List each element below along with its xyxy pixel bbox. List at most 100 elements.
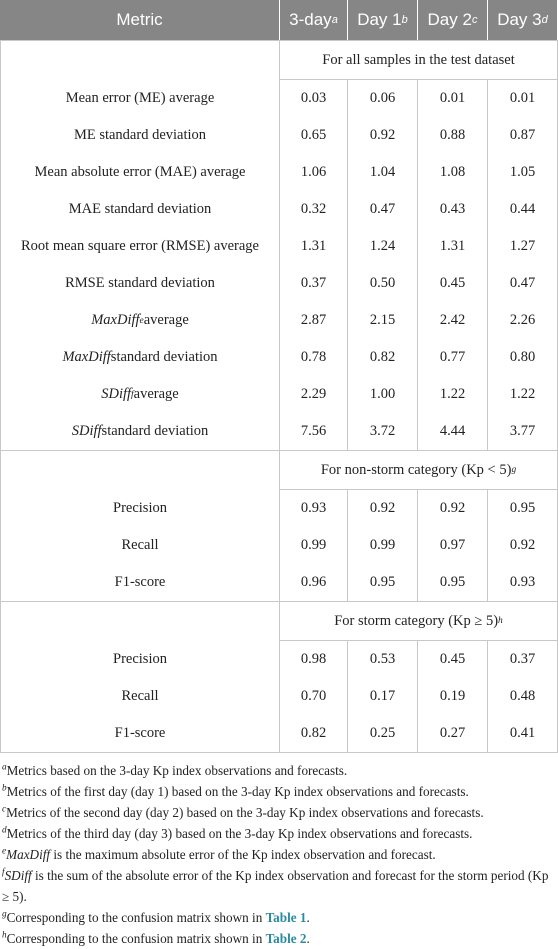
value-cell: 0.97 — [418, 527, 488, 564]
value: 0.01 — [439, 90, 466, 106]
footnote: cMetrics of the second day (day 2) based… — [2, 802, 554, 823]
value-cell: 1.22 — [488, 376, 558, 413]
value-cell: 0.95 — [418, 564, 488, 601]
value-cell: 0.06 — [348, 80, 418, 117]
text: Metric — [116, 10, 163, 29]
row-label: F1-score — [0, 715, 280, 752]
value-cell: 1.04 — [348, 154, 418, 191]
text: average — [133, 386, 179, 402]
text: SDiff — [71, 423, 102, 439]
value-cell: 0.50 — [348, 265, 418, 302]
row-label: Mean absolute error (MAE) average — [0, 154, 280, 191]
text: F1-score — [114, 574, 166, 590]
row-label: Root mean square error (RMSE) average — [0, 228, 280, 265]
value-cell: 0.25 — [348, 715, 418, 752]
table-link[interactable]: Table 1 — [265, 910, 307, 925]
value-cell: 0.92 — [348, 490, 418, 527]
value-cell: 0.01 — [418, 80, 488, 117]
value-cell: 0.17 — [348, 678, 418, 715]
text: F1-score — [114, 725, 166, 741]
value: 0.47 — [369, 201, 396, 217]
text: Precision — [113, 651, 167, 667]
value: 0.95 — [509, 500, 536, 516]
value-cell: 7.56 — [280, 413, 348, 450]
row-label: Mean error (ME) average — [0, 80, 280, 117]
value: 0.80 — [509, 349, 536, 365]
text: Corresponding to the confusion matrix sh… — [6, 910, 266, 925]
value-cell: 0.19 — [418, 678, 488, 715]
text: . — [306, 931, 310, 946]
value: 0.77 — [439, 349, 466, 365]
value-cell: 0.82 — [280, 715, 348, 752]
text: For storm category (Kp ≥ 5) — [334, 612, 499, 629]
value-cell: 2.42 — [418, 302, 488, 339]
row-label: RMSE standard deviation — [0, 265, 280, 302]
row-label: Recall — [0, 678, 280, 715]
value: 0.48 — [509, 688, 536, 704]
text: Day 3 — [497, 10, 542, 29]
footnote: dMetrics of the third day (day 3) based … — [2, 823, 554, 844]
value: 0.98 — [300, 651, 327, 667]
text: standard deviation — [110, 349, 218, 365]
section-title: For storm category (Kp ≥ 5) h — [280, 601, 558, 641]
value-cell: 0.44 — [488, 191, 558, 228]
value-cell: 0.37 — [280, 265, 348, 302]
value-cell: 0.92 — [488, 527, 558, 564]
text: ME standard deviation — [73, 127, 207, 143]
value-cell: 1.22 — [418, 376, 488, 413]
superscript: g — [2, 908, 7, 919]
value: 0.53 — [369, 651, 396, 667]
row-label: MaxDiff e average — [0, 302, 280, 339]
value: 0.25 — [369, 725, 396, 741]
row-label: MaxDiff standard deviation — [0, 339, 280, 376]
value-cell: 0.95 — [488, 490, 558, 527]
row-label: SDiff standard deviation — [0, 413, 280, 450]
value: 0.47 — [509, 275, 536, 291]
value: 0.19 — [439, 688, 466, 704]
superscript: a — [2, 761, 7, 772]
text: Day 2 — [427, 10, 472, 29]
text: For non-storm category (Kp < 5) — [320, 461, 512, 478]
text: Day 1 — [357, 10, 402, 29]
text: MaxDiff — [6, 847, 51, 862]
value-cell: 3.72 — [348, 413, 418, 450]
value: 0.01 — [509, 90, 536, 106]
value: 0.97 — [439, 537, 466, 553]
empty-cell — [0, 40, 280, 80]
value: 1.22 — [439, 386, 466, 402]
text: RMSE standard deviation — [65, 275, 215, 291]
value-cell: 0.93 — [488, 564, 558, 601]
value-cell: 0.87 — [488, 117, 558, 154]
value: 0.03 — [300, 90, 327, 106]
superscript: c — [2, 803, 7, 814]
value: 0.37 — [509, 651, 536, 667]
value: 2.87 — [300, 312, 327, 328]
text: SDiff — [4, 868, 32, 883]
text: Mean error (ME) average — [65, 90, 215, 106]
value: 0.82 — [300, 725, 327, 741]
footnote: eMaxDiff is the maximum absolute error o… — [2, 844, 554, 865]
table-bottom-rule — [0, 752, 558, 753]
value: 0.65 — [300, 127, 327, 143]
value-cell: 0.99 — [348, 527, 418, 564]
empty-cell — [0, 601, 280, 641]
value: 0.27 — [439, 725, 466, 741]
value-cell: 0.88 — [418, 117, 488, 154]
superscript: b — [2, 782, 7, 793]
value-cell: 1.31 — [418, 228, 488, 265]
table-link[interactable]: Table 2 — [265, 931, 307, 946]
value: 0.95 — [369, 574, 396, 590]
text: Metrics of the third day (day 3) based o… — [6, 826, 473, 841]
value: 0.78 — [300, 349, 327, 365]
value-cell: 0.98 — [280, 641, 348, 678]
value-cell: 0.78 — [280, 339, 348, 376]
value-cell: 0.92 — [348, 117, 418, 154]
value-cell: 0.43 — [418, 191, 488, 228]
value: 0.93 — [300, 500, 327, 516]
value-cell: 0.32 — [280, 191, 348, 228]
value: 0.92 — [369, 127, 396, 143]
value-cell: 1.08 — [418, 154, 488, 191]
value: 1.06 — [300, 164, 327, 180]
value-cell: 2.15 — [348, 302, 418, 339]
